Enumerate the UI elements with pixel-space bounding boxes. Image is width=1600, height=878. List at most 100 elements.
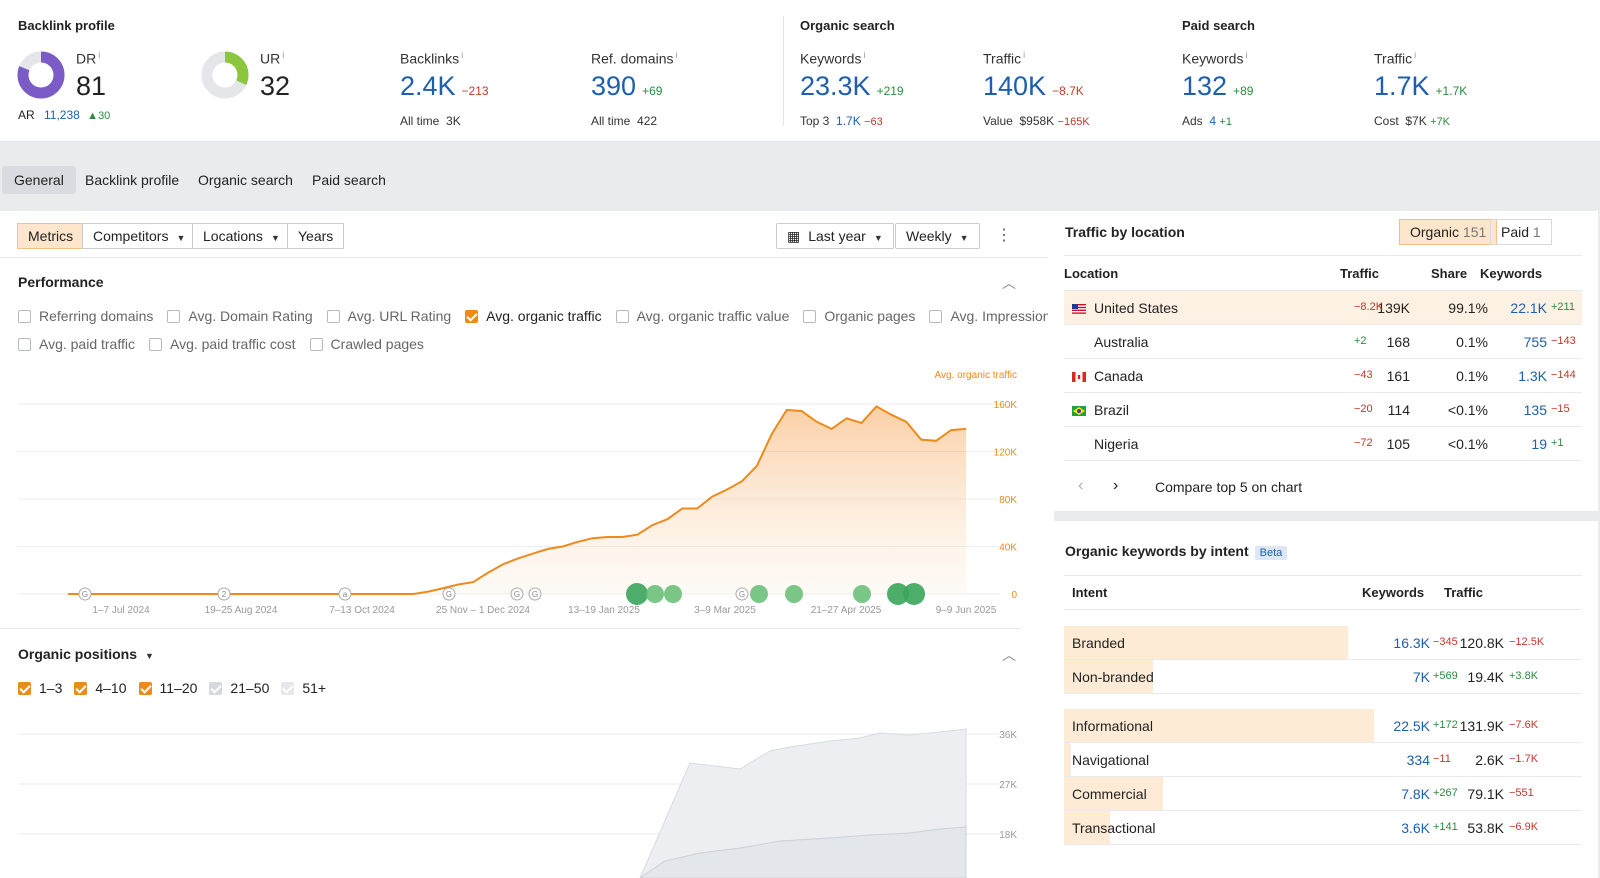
granularity-dropdown[interactable]: Weekly ▼ (895, 223, 980, 249)
keywords-header[interactable]: Keywords (1362, 585, 1425, 600)
checkbox-avg-url-rating[interactable]: Avg. URL Rating (326, 308, 451, 324)
organic-positions-chart[interactable]: 36K 27K 18K (0, 711, 1054, 878)
annotation-marker[interactable]: 2 (217, 587, 231, 601)
years-button[interactable]: Years (287, 223, 345, 249)
checkbox-box[interactable] (209, 681, 223, 695)
organic-traffic-metric[interactable]: Traffic i 140K −8.7K Value $958K −165K (983, 50, 1090, 128)
compare-top-5-link[interactable]: Compare top 5 on chart (1155, 479, 1303, 495)
paid-keywords-metric[interactable]: Keywords i 132 +89 Ads 4 +1 (1182, 50, 1254, 128)
traffic-header[interactable]: Traffic (1340, 266, 1380, 281)
checkbox-box[interactable] (803, 309, 817, 323)
collapse-icon[interactable]: ︿ (1002, 647, 1016, 663)
event-dot[interactable] (646, 585, 664, 603)
intent-row[interactable]: Branded 16.3K −345 120.8K −12.5K (1064, 626, 1582, 660)
checkbox-box[interactable] (615, 309, 629, 323)
checkbox-referring-domains[interactable]: Referring domains (18, 308, 153, 324)
backlinks-metric[interactable]: Backlinks i 2.4K −213 All time 3K (400, 50, 489, 128)
checkbox-4-10[interactable]: 4–10 (74, 680, 127, 696)
location-row[interactable]: Australia 168 +2 0.1% 755 −143 (1064, 325, 1582, 359)
checkbox-box[interactable] (18, 337, 31, 351)
keywords-value[interactable]: 755 (1523, 334, 1547, 350)
checkbox-avg-paid-traffic-cost[interactable]: Avg. paid traffic cost (148, 336, 296, 352)
event-dot[interactable] (785, 585, 803, 603)
tab-backlink-profile[interactable]: Backlink profile (85, 172, 180, 188)
checkbox-11-20[interactable]: 11–20 (138, 680, 197, 696)
tab-general[interactable]: General (2, 166, 76, 194)
keywords-value[interactable]: 22.1K (1510, 300, 1547, 316)
checkbox-avg-organic-traffic-value[interactable]: Avg. organic traffic value (615, 308, 789, 324)
organic-positions-title[interactable]: Organic positions ▼ (18, 646, 154, 662)
checkbox-box[interactable] (138, 681, 152, 695)
checkbox-box[interactable] (167, 309, 181, 323)
annotation-marker[interactable]: G (510, 587, 524, 601)
organic-toggle[interactable]: Organic 151 (1399, 219, 1498, 245)
keywords-value[interactable]: 135 (1523, 402, 1547, 418)
checkbox-21-50[interactable]: 21–50 (209, 680, 269, 696)
annotation-marker[interactable]: G (528, 587, 542, 601)
intent-row[interactable]: Non-branded 7K +569 19.4K +3.8K (1064, 660, 1582, 694)
paid-traffic-metric[interactable]: Traffic i 1.7K +1.7K Cost $7K +7K (1374, 50, 1468, 128)
checkbox-box[interactable] (465, 309, 479, 323)
competitors-dropdown[interactable]: Competitors ▼ (82, 223, 197, 249)
intent-row[interactable]: Navigational 334 −11 2.6K −1.7K (1064, 743, 1582, 777)
checkbox-box[interactable] (326, 309, 340, 323)
annotation-marker[interactable]: a (338, 587, 352, 601)
intent-keywords[interactable]: 7.8K (1401, 786, 1430, 802)
tab-organic-search[interactable]: Organic search (198, 172, 293, 188)
more-options-icon[interactable]: ⋮ (996, 227, 1012, 244)
checkbox-box[interactable] (281, 681, 295, 695)
intent-keywords[interactable]: 16.3K (1393, 635, 1430, 651)
collapse-icon[interactable]: ︿ (1002, 275, 1016, 291)
checkbox-avg-domain-rating[interactable]: Avg. Domain Rating (167, 308, 313, 324)
intent-row[interactable]: Commercial 7.8K +267 79.1K −551 (1064, 777, 1582, 811)
intent-keywords[interactable]: 7K (1412, 669, 1430, 685)
organic-keywords-metric[interactable]: Keywords i 23.3K +219 Top 3 1.7K −63 (800, 50, 904, 128)
event-dot[interactable] (853, 585, 871, 603)
country-name[interactable]: Australia (1072, 334, 1148, 350)
location-row[interactable]: Canada 161 −43 0.1% 1.3K −144 (1064, 359, 1582, 393)
country-name[interactable]: Nigeria (1072, 436, 1138, 452)
annotation-marker[interactable]: G (442, 587, 456, 601)
event-dot[interactable] (664, 585, 682, 603)
checkbox-box[interactable] (929, 309, 943, 323)
intent-header[interactable]: Intent (1072, 585, 1108, 600)
event-dot[interactable] (903, 583, 925, 605)
metrics-button[interactable]: Metrics (17, 223, 85, 249)
annotation-marker[interactable]: G (735, 587, 749, 601)
date-range-dropdown[interactable]: ▦ Last year ▼ (776, 223, 894, 249)
checkbox-box[interactable] (309, 337, 323, 351)
keywords-header[interactable]: Keywords (1480, 266, 1543, 281)
checkbox-box[interactable] (148, 337, 162, 351)
country-name[interactable]: Canada (1072, 368, 1143, 384)
next-icon[interactable]: › (1113, 477, 1119, 494)
intent-row[interactable]: Informational 22.5K +172 131.9K −7.6K (1064, 709, 1582, 743)
intent-row[interactable]: Transactional 3.6K +141 53.8K −6.9K (1064, 811, 1582, 845)
country-name[interactable]: United States (1072, 300, 1178, 316)
location-row[interactable]: Nigeria 105 −72 <0.1% 19 +1 (1064, 427, 1582, 461)
ur-metric[interactable]: UR i 32 (260, 50, 291, 101)
checkbox-crawled-pages[interactable]: Crawled pages (309, 336, 424, 352)
annotation-marker[interactable]: G (78, 587, 92, 601)
keywords-value[interactable]: 1.3K (1518, 368, 1547, 384)
checkbox-organic-pages[interactable]: Organic pages (803, 308, 915, 324)
checkbox-51-[interactable]: 51+ (281, 680, 326, 696)
country-name[interactable]: Brazil (1072, 402, 1129, 418)
dr-metric[interactable]: DR i 81 (76, 50, 107, 101)
location-header[interactable]: Location (1064, 266, 1119, 281)
checkbox-avg-organic-traffic[interactable]: Avg. organic traffic (465, 308, 602, 324)
performance-chart[interactable]: G 2 a G G G G 1–7 Jul 2024 19–25 Aug 2024 7–13 O… (0, 361, 1054, 621)
intent-keywords[interactable]: 22.5K (1393, 718, 1430, 734)
event-dot[interactable] (887, 583, 909, 605)
traffic-header[interactable]: Traffic (1444, 585, 1484, 600)
checkbox-box[interactable] (18, 681, 31, 695)
checkbox-avg-paid-traffic[interactable]: Avg. paid traffic (18, 336, 135, 352)
event-dot[interactable] (750, 585, 768, 603)
ref-domains-metric[interactable]: Ref. domains i 390 +69 All time 422 (591, 50, 678, 128)
tab-paid-search[interactable]: Paid search (312, 172, 386, 188)
location-row[interactable]: United States 139K −8.2K 99.1% 22.1K +211 (1064, 291, 1582, 325)
paid-toggle[interactable]: Paid 1 (1490, 219, 1552, 245)
location-row[interactable]: Brazil 114 −20 <0.1% 135 −15 (1064, 393, 1582, 427)
keywords-value[interactable]: 19 (1531, 436, 1547, 452)
locations-dropdown[interactable]: Locations ▼ (192, 223, 291, 249)
checkbox-box[interactable] (18, 309, 31, 323)
